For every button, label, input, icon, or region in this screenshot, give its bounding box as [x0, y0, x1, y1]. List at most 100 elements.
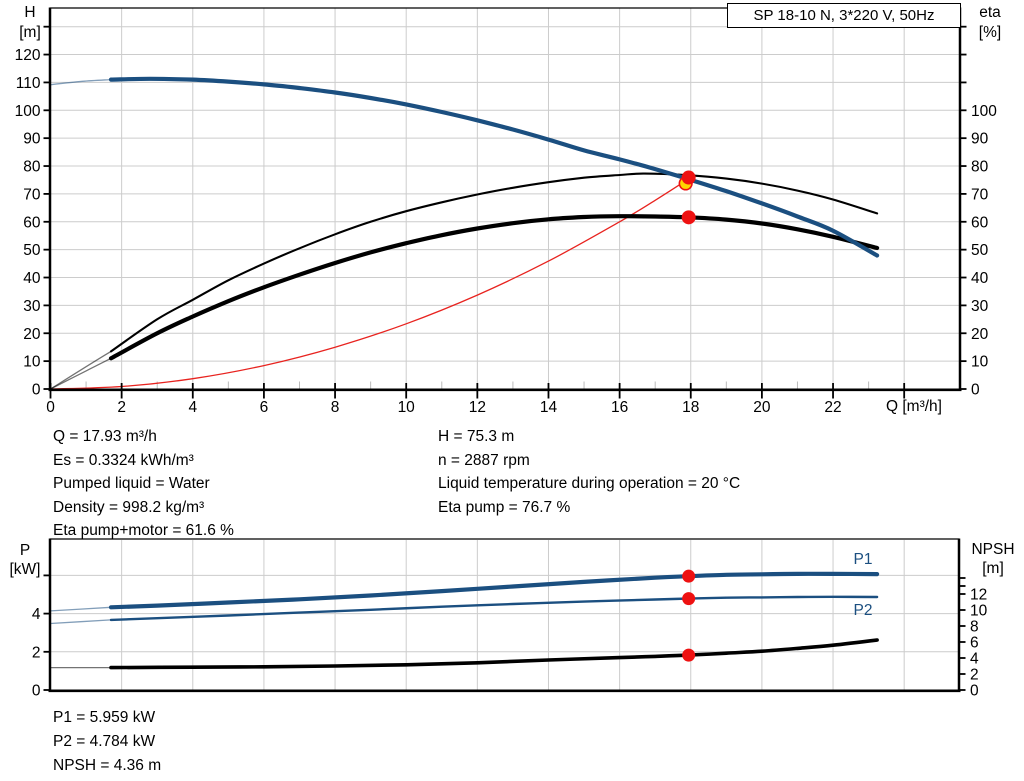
- p2-curve: [109, 595, 879, 622]
- h-axis-unit: [m]: [19, 24, 41, 41]
- eta-tick-label: 20: [971, 326, 989, 343]
- x-tick-label: 14: [540, 399, 558, 416]
- p1-curve-label: P1: [853, 551, 873, 568]
- duty-point-p1[interactable]: [682, 569, 696, 583]
- npsh-tick-label: 0: [970, 683, 979, 700]
- x-tick-label: 2: [117, 399, 126, 416]
- h-tick-label: 30: [23, 298, 41, 315]
- npsh-tick-label: 4: [970, 651, 979, 668]
- eta-tick-label: 90: [971, 131, 989, 148]
- eta-axis-title: eta: [979, 4, 1001, 21]
- eta-tick-label: 60: [971, 214, 989, 231]
- npsh-curve: [109, 638, 879, 670]
- eta-axis-unit: [%]: [978, 24, 1002, 41]
- x-tick-label: 12: [469, 399, 486, 416]
- x-tick-label: 0: [46, 399, 55, 416]
- results-block: P1 = 5.959 kW P2 = 4.784 kW NPSH = 4.36 …: [53, 706, 161, 778]
- eta-tick-label: 70: [971, 186, 989, 203]
- operating-point-right-column: H = 75.3 m n = 2887 rpm Liquid temperatu…: [438, 425, 740, 519]
- eta-tick-label: 100: [971, 103, 997, 120]
- x-tick-label: 8: [331, 399, 340, 416]
- p1-curve-leadin: [50, 606, 112, 612]
- result-p2: P2 = 4.784 kW: [53, 733, 156, 750]
- bottom-chart-curves: [50, 571, 880, 670]
- h-curve-leadin: [50, 78, 112, 86]
- h-axis-title: H: [24, 4, 36, 21]
- op-h-value: H = 75.3 m: [438, 428, 515, 445]
- duty-point-h[interactable]: [681, 170, 696, 185]
- p-axis-unit: [kW]: [9, 561, 41, 578]
- npsh-tick-label: 8: [970, 619, 979, 636]
- p2-curve-leadin: [50, 619, 112, 625]
- x-tick-label: 16: [611, 399, 628, 416]
- h-tick-label: 60: [23, 214, 41, 231]
- x-tick-label: 22: [824, 399, 841, 416]
- eta-tick-label: 30: [971, 298, 989, 315]
- op-es-value: Es = 0.3324 kWh/m³: [53, 451, 194, 469]
- eta-tick-label: 50: [971, 242, 989, 259]
- p-tick-label: 4: [32, 606, 41, 623]
- npsh-tick-label: 2: [970, 667, 979, 684]
- h-tick-label: 70: [23, 186, 41, 203]
- h-tick-label: 110: [16, 75, 41, 92]
- x-tick-label: 4: [188, 399, 197, 416]
- operating-point-left-column: Q = 17.93 m³/h Es = 0.3324 kWh/m³ Pumped…: [53, 425, 234, 543]
- eta-tick-label: 10: [971, 354, 989, 371]
- duty-point-npsh[interactable]: [682, 648, 696, 662]
- h-tick-label: 80: [23, 159, 41, 176]
- h-tick-label: 10: [23, 354, 41, 371]
- x-tick-label: 10: [398, 399, 416, 416]
- h-curve: [108, 76, 880, 258]
- duty-point-eta-pm[interactable]: [681, 210, 696, 225]
- result-p1: P1 = 5.959 kW: [53, 709, 156, 726]
- eta-tick-label: 80: [971, 159, 989, 176]
- h-tick-label: 40: [23, 270, 41, 287]
- p1-curve: [108, 571, 880, 610]
- system-curve-curve: [50, 178, 689, 390]
- op-q-value: Q = 17.93 m³/h: [53, 428, 157, 445]
- result-npsh: NPSH = 4.36 m: [53, 757, 162, 774]
- h-tick-label: 20: [23, 326, 41, 343]
- npsh-tick-label: 12: [970, 587, 987, 604]
- h-tick-label: 120: [15, 47, 41, 64]
- eta-pump-curve: [109, 172, 879, 353]
- npsh-tick-label: 6: [970, 635, 979, 652]
- pump-type-title-box: SP 18-10 N, 3*220 V, 50Hz: [727, 3, 961, 28]
- op-liquid-temperature: Liquid temperature during operation = 20…: [438, 475, 741, 492]
- eta-pump-motor-curve-leadin: [50, 357, 112, 390]
- x-tick-label: 6: [260, 399, 269, 416]
- npsh-axis-unit: [m]: [982, 560, 1004, 577]
- h-tick-label: 50: [23, 242, 41, 259]
- eta-pump-motor-curve: [108, 214, 880, 361]
- p-tick-label: 2: [32, 644, 41, 661]
- p2-curve-label: P2: [853, 602, 873, 619]
- eta-tick-label: 0: [971, 382, 980, 399]
- eta-tick-label: 40: [971, 270, 989, 287]
- bottom-chart-duty-markers: [682, 569, 696, 662]
- x-tick-label: 18: [682, 399, 699, 416]
- top-chart-duty-markers: [678, 170, 696, 225]
- op-eta-pump: Eta pump = 76.7 %: [438, 498, 571, 516]
- top-chart-axes: 0 2 4 6 8 10 12 14 16 18 20 22 0 10 20 30 40 50 60 70 80 90 10…: [15, 7, 997, 416]
- p-tick-label: 0: [32, 683, 41, 700]
- duty-point-p2[interactable]: [682, 592, 696, 606]
- op-eta-pump-motor: Eta pump+motor = 61.6 %: [53, 522, 234, 539]
- eta-pump-curve-leadin: [50, 350, 112, 390]
- p-axis-title: P: [19, 542, 31, 559]
- h-tick-label: 100: [15, 103, 41, 120]
- npsh-tick-label: 10: [970, 603, 988, 620]
- q-axis-unit: Q [m³/h]: [886, 398, 942, 415]
- top-chart: 0 2 4 6 8 10 12 14 16 18 20 22 0 10 20 30 40 50 60 70 80 90 10…: [15, 7, 997, 416]
- op-density: Density = 998.2 kg/m³: [53, 498, 205, 516]
- op-speed: n = 2887 rpm: [438, 451, 530, 469]
- h-tick-label: 0: [32, 382, 41, 399]
- top-chart-grid: [51, 8, 959, 389]
- npsh-axis-title: NPSH: [971, 541, 1015, 558]
- h-tick-label: 90: [23, 131, 41, 148]
- x-tick-label: 20: [753, 399, 771, 416]
- op-pumped-liquid: Pumped liquid = Water: [53, 475, 210, 492]
